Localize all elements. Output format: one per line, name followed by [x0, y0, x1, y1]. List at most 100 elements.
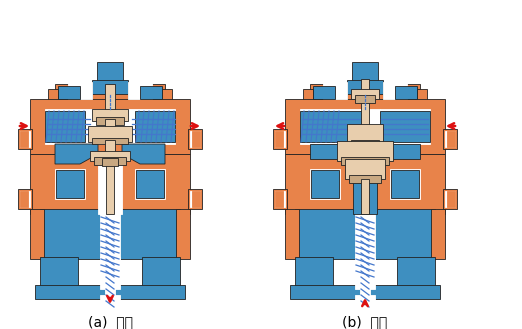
Polygon shape: [347, 80, 383, 94]
Polygon shape: [20, 191, 30, 207]
Polygon shape: [310, 144, 353, 159]
Polygon shape: [275, 131, 285, 147]
Polygon shape: [102, 158, 118, 166]
Polygon shape: [136, 170, 164, 198]
Polygon shape: [40, 257, 78, 289]
Polygon shape: [285, 99, 445, 154]
Polygon shape: [135, 111, 175, 142]
Polygon shape: [94, 157, 126, 165]
Polygon shape: [105, 84, 115, 114]
Polygon shape: [122, 144, 165, 164]
Polygon shape: [100, 295, 120, 309]
Polygon shape: [447, 131, 455, 147]
Polygon shape: [445, 191, 455, 207]
Polygon shape: [20, 131, 28, 147]
Polygon shape: [58, 86, 80, 99]
Polygon shape: [192, 191, 200, 207]
Polygon shape: [135, 169, 165, 199]
Polygon shape: [377, 144, 420, 159]
Polygon shape: [105, 119, 115, 131]
Polygon shape: [56, 170, 84, 198]
Polygon shape: [142, 257, 180, 289]
Polygon shape: [323, 82, 347, 99]
Polygon shape: [391, 170, 419, 198]
Polygon shape: [351, 89, 379, 99]
Polygon shape: [311, 170, 339, 198]
Polygon shape: [285, 154, 445, 214]
Polygon shape: [100, 257, 120, 289]
Polygon shape: [355, 295, 375, 309]
Polygon shape: [443, 189, 457, 209]
Polygon shape: [18, 189, 32, 209]
Polygon shape: [55, 169, 85, 199]
Polygon shape: [380, 111, 430, 142]
Polygon shape: [347, 82, 383, 104]
Polygon shape: [353, 177, 377, 214]
Polygon shape: [390, 169, 420, 199]
Polygon shape: [285, 209, 299, 259]
Polygon shape: [417, 89, 427, 101]
Polygon shape: [383, 84, 420, 104]
Polygon shape: [105, 209, 115, 309]
Polygon shape: [353, 154, 377, 179]
Polygon shape: [300, 111, 365, 142]
Polygon shape: [48, 89, 58, 101]
Polygon shape: [310, 84, 347, 104]
Polygon shape: [361, 79, 369, 144]
Polygon shape: [300, 109, 380, 144]
Polygon shape: [275, 191, 283, 207]
Polygon shape: [45, 111, 85, 142]
Polygon shape: [128, 82, 152, 99]
Polygon shape: [192, 131, 200, 147]
Polygon shape: [445, 131, 455, 147]
Polygon shape: [88, 126, 132, 142]
Polygon shape: [361, 179, 369, 214]
Polygon shape: [443, 129, 457, 149]
Polygon shape: [349, 175, 381, 183]
Polygon shape: [98, 154, 122, 214]
Polygon shape: [176, 209, 190, 259]
Polygon shape: [100, 209, 120, 279]
Polygon shape: [188, 129, 202, 149]
Polygon shape: [355, 209, 375, 279]
Polygon shape: [383, 82, 407, 99]
Polygon shape: [106, 162, 114, 214]
Polygon shape: [30, 99, 190, 154]
Polygon shape: [105, 140, 115, 164]
Text: (b)  合流: (b) 合流: [342, 315, 388, 329]
Polygon shape: [20, 191, 28, 207]
Polygon shape: [190, 131, 200, 147]
Polygon shape: [20, 131, 30, 147]
Polygon shape: [92, 138, 128, 144]
Polygon shape: [273, 129, 287, 149]
Polygon shape: [347, 124, 383, 144]
Polygon shape: [30, 154, 190, 214]
Polygon shape: [303, 89, 313, 101]
Polygon shape: [92, 109, 128, 121]
Polygon shape: [337, 141, 393, 161]
Polygon shape: [351, 140, 379, 146]
Polygon shape: [395, 86, 417, 99]
Polygon shape: [341, 157, 389, 165]
Polygon shape: [18, 129, 32, 149]
Polygon shape: [35, 285, 185, 299]
Polygon shape: [360, 209, 370, 309]
Polygon shape: [92, 82, 128, 104]
Polygon shape: [352, 62, 378, 84]
Polygon shape: [273, 189, 287, 209]
Polygon shape: [345, 159, 385, 179]
Polygon shape: [30, 209, 44, 259]
Polygon shape: [397, 257, 435, 289]
Polygon shape: [295, 209, 435, 259]
Polygon shape: [128, 84, 165, 104]
Polygon shape: [92, 80, 128, 94]
Polygon shape: [431, 209, 445, 259]
Polygon shape: [275, 131, 283, 147]
Polygon shape: [290, 285, 440, 299]
Polygon shape: [96, 117, 124, 125]
Polygon shape: [355, 257, 375, 289]
Polygon shape: [355, 95, 375, 103]
Polygon shape: [313, 86, 335, 99]
Polygon shape: [90, 151, 130, 161]
Polygon shape: [380, 109, 430, 144]
